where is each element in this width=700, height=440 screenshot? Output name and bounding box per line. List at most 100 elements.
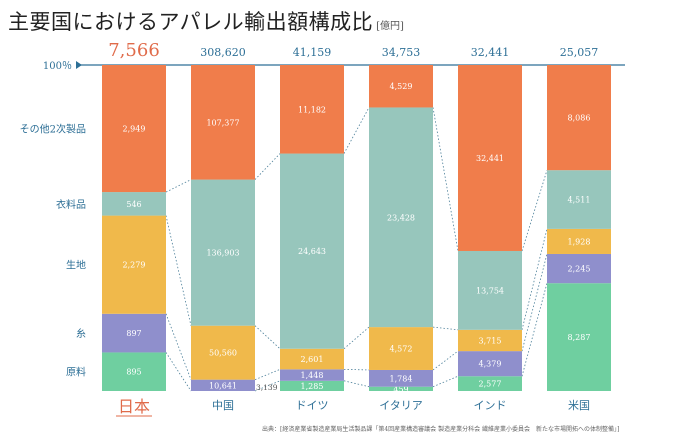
bar-segment	[102, 192, 166, 216]
data-label: 13,754	[476, 286, 504, 295]
connector-line	[254, 325, 281, 350]
total-label: 7,566	[108, 40, 160, 61]
connector-line	[432, 107, 459, 252]
connector-line	[521, 253, 548, 352]
category-label: 中国	[212, 399, 234, 412]
bar-segment	[547, 283, 611, 391]
data-label: 50,560	[209, 349, 237, 358]
category-label: ドイツ	[296, 399, 329, 412]
connector-line	[521, 228, 548, 330]
bar-segment	[280, 380, 344, 391]
data-label: 3,715	[479, 336, 502, 345]
segment-label: 糸	[76, 328, 86, 340]
data-label: 8,086	[568, 114, 591, 123]
segment-label: 生地	[66, 259, 86, 272]
data-label: 4,529	[390, 82, 413, 91]
segment-label: 衣料品	[56, 198, 86, 211]
connector-line	[521, 170, 548, 252]
bar-segment	[547, 170, 611, 229]
bar-segment	[191, 379, 255, 391]
connector-line	[254, 380, 281, 392]
connector-line	[165, 179, 192, 193]
bar-segment	[369, 107, 433, 328]
bar-segment	[547, 65, 611, 171]
data-label: 1,784	[390, 374, 413, 383]
connector-line	[165, 313, 192, 380]
outside-data-label: 3,139	[256, 383, 278, 392]
connector-line	[432, 326, 459, 331]
connector-line	[343, 380, 370, 388]
bar-segment	[102, 215, 166, 314]
category-label: イタリア	[379, 399, 423, 412]
data-label: 8,287	[568, 333, 591, 342]
data-label: 24,643	[298, 247, 326, 256]
data-label: 2,601	[301, 355, 324, 364]
connector-line	[343, 326, 370, 350]
bar-segment	[369, 327, 433, 370]
title-text: 主要国におけるアパレル輸出額構成比	[8, 10, 374, 34]
bar-segment	[547, 228, 611, 254]
bar-segment	[102, 65, 166, 193]
chart-title: 主要国におけるアパレル輸出額構成比 [億円]	[8, 6, 404, 36]
axis-100-label: 100％	[43, 61, 72, 72]
bar-segment	[458, 65, 522, 251]
data-label: 2,245	[568, 265, 591, 274]
data-label: 895	[126, 368, 141, 377]
data-label: 23,428	[387, 213, 415, 222]
segment-label: 原料	[66, 366, 86, 379]
bar-segment	[280, 348, 344, 370]
data-label: 11,182	[298, 105, 326, 114]
data-label: 32,441	[476, 154, 504, 163]
bar-segment	[102, 313, 166, 353]
connector-line	[432, 375, 459, 388]
bar-segment	[191, 179, 255, 326]
connector-line	[165, 215, 192, 326]
data-label: 4,572	[390, 345, 413, 354]
connector-line	[432, 350, 459, 371]
category-label: 日本	[118, 397, 150, 416]
connector-line	[254, 368, 281, 381]
data-label: 4,511	[568, 196, 591, 205]
bar-segment	[191, 325, 255, 380]
bar-segment	[458, 250, 522, 330]
bar-segment	[369, 65, 433, 108]
total-label: 32,441	[471, 46, 510, 59]
data-label: 546	[126, 200, 141, 209]
data-label: 2,577	[479, 380, 502, 389]
total-label: 25,057	[560, 46, 599, 59]
data-label: 136,903	[206, 249, 239, 258]
data-label: 4,379	[479, 360, 502, 369]
data-label: 1,448	[301, 371, 324, 380]
total-label: 34,753	[382, 46, 421, 59]
connector-line	[254, 153, 281, 180]
bar-segment	[458, 351, 522, 377]
data-label: 1,285	[301, 382, 324, 391]
segment-label: その他2次製品	[20, 123, 86, 136]
data-label: 459	[393, 385, 408, 394]
data-label: 2,279	[123, 261, 146, 270]
bar-segment	[458, 376, 522, 391]
data-label: 1,928	[568, 237, 591, 246]
connector-line	[343, 107, 370, 154]
total-label: 308,620	[200, 46, 246, 59]
source-footnote: 出典：[経済産業省製造産業局生活製品課「第4回産業構造審議会 製造産業分科会 繊…	[262, 426, 620, 433]
bar-segment	[102, 352, 166, 391]
bar-segment	[458, 329, 522, 352]
bar-segment	[191, 65, 255, 180]
total-label: 41,159	[293, 46, 332, 59]
connector-line	[165, 352, 192, 392]
category-label: インド	[474, 399, 507, 412]
connector-line	[521, 283, 548, 377]
connector-line	[343, 368, 370, 371]
axis-100-marker	[76, 61, 82, 69]
unit-label: [億円]	[376, 21, 404, 32]
bar-segment	[280, 153, 344, 349]
bar-segment	[369, 386, 433, 391]
bar-segment	[369, 369, 433, 387]
bar-segment	[280, 369, 344, 381]
data-label: 2,949	[123, 125, 146, 134]
category-label: 米国	[568, 399, 590, 412]
data-label: 107,377	[206, 118, 239, 127]
bar-segment	[547, 253, 611, 284]
